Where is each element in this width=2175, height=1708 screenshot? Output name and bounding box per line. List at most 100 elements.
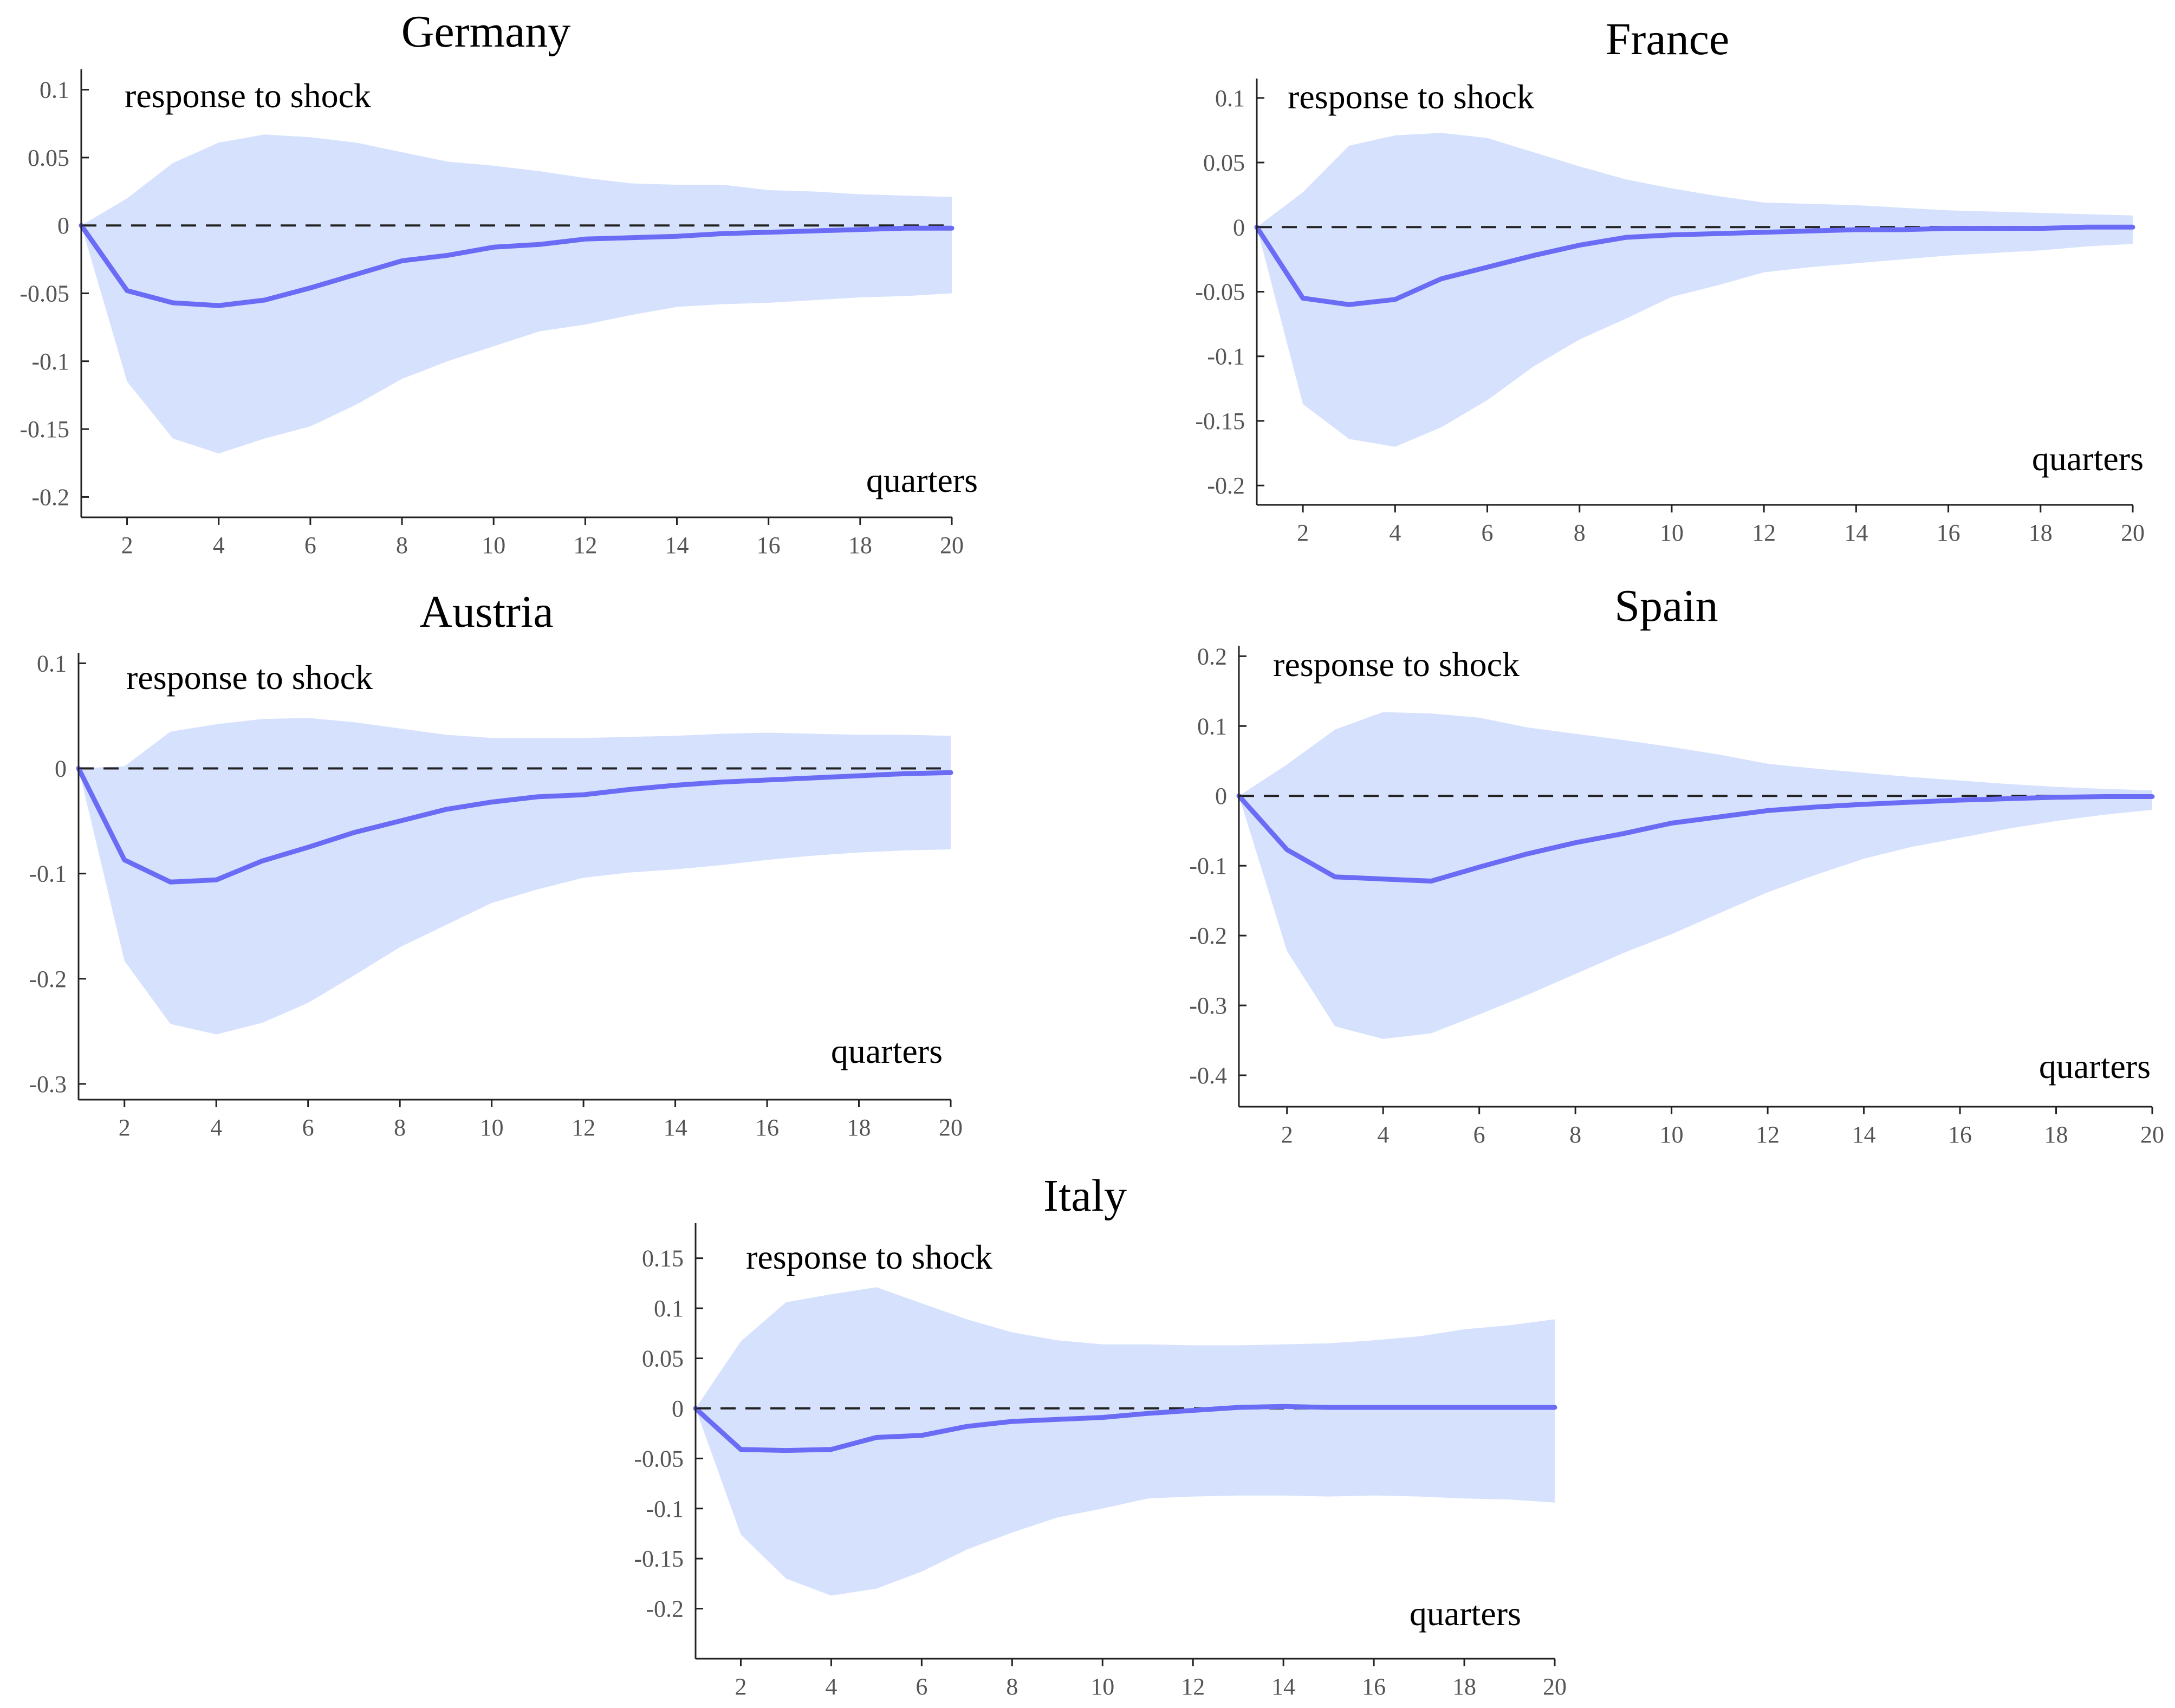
annotation-response-to-shock: response to shock [1273, 645, 1520, 684]
y-tick-label: -0.4 [1189, 1062, 1227, 1089]
annotation-response-to-shock: response to shock [1288, 77, 1534, 116]
y-tick-label: -0.05 [20, 281, 69, 307]
x-tick-label: 18 [847, 1114, 871, 1141]
y-tick-label: 0.1 [1215, 85, 1245, 112]
y-tick-label: -0.2 [31, 484, 69, 510]
response-line [79, 223, 955, 308]
response-line [1254, 224, 2135, 307]
chart-spain: 0.2 0.1 0 -0.1 -0.2 -0.3 -0.4 2 4 6 8 10 12 14 16 18 20 S… [1189, 581, 2164, 1148]
x-tick-label: 20 [2121, 519, 2145, 546]
confidence-band [696, 1287, 1555, 1596]
confidence-band [1239, 712, 2152, 1039]
y-tick-label: -0.15 [1195, 408, 1245, 434]
x-tick-label: 20 [1543, 1673, 1567, 1700]
x-tick-label: 18 [848, 532, 872, 558]
chart-title: France [1606, 14, 1730, 64]
chart-france: 0.1 0.05 0 -0.05 -0.1 -0.15 -0.2 2 4 6 8 10 12 14 16 18… [1195, 14, 2145, 546]
x-tick-label: 16 [1937, 519, 1960, 546]
annotation-response-to-shock: response to shock [126, 658, 373, 697]
response-line [693, 1404, 1557, 1453]
x-axis-label: quarters [866, 461, 978, 499]
x-tick-label: 10 [1660, 519, 1684, 546]
x-tick-label: 4 [1389, 519, 1401, 546]
x-tick-label: 12 [1756, 1121, 1780, 1148]
x-tick-label: 10 [480, 1114, 504, 1141]
x-tick-label: 16 [1362, 1673, 1386, 1700]
x-tick-label: 2 [119, 1114, 131, 1141]
x-tick-label: 2 [1297, 519, 1309, 546]
x-tick-label: 20 [2140, 1121, 2164, 1148]
chart-title: Austria [419, 587, 553, 637]
x-tick-label: 6 [1473, 1121, 1485, 1148]
x-tick-label: 6 [302, 1114, 314, 1141]
x-axis-label: quarters [2032, 439, 2144, 478]
x-tick-label: 10 [1660, 1121, 1684, 1148]
chart-germany: 0.1 0.05 0 -0.05 -0.1 -0.15 -0.2 2 4 6 8 10 12 14 16 18… [20, 7, 978, 558]
y-tick-label: 0.15 [642, 1245, 684, 1272]
y-tick-label: 0.2 [1197, 643, 1227, 670]
x-tick-label: 6 [1482, 519, 1494, 546]
y-tick-label: -0.05 [634, 1445, 684, 1472]
y-tick-label: -0.1 [1189, 853, 1227, 879]
y-tick-label: -0.3 [29, 1071, 67, 1097]
y-tick-label: 0.05 [28, 145, 69, 171]
x-tick-label: 18 [2044, 1121, 2068, 1148]
y-tick-label: -0.2 [646, 1596, 684, 1622]
annotation-response-to-shock: response to shock [746, 1238, 992, 1276]
y-tick-label: 0.1 [1197, 713, 1227, 739]
x-tick-label: 14 [1852, 1121, 1876, 1148]
y-tick-label: -0.05 [1195, 279, 1245, 306]
x-tick-label: 4 [1377, 1121, 1389, 1148]
x-axis-label: quarters [831, 1032, 943, 1070]
y-tick-label: -0.15 [20, 416, 69, 443]
x-tick-label: 12 [1752, 519, 1776, 546]
x-tick-label: 8 [396, 532, 408, 558]
x-tick-label: 18 [2029, 519, 2053, 546]
y-tick-label: -0.1 [646, 1496, 684, 1522]
x-tick-label: 14 [1271, 1673, 1295, 1700]
x-tick-label: 6 [916, 1673, 927, 1700]
x-tick-label: 14 [1844, 519, 1868, 546]
y-tick-label: -0.3 [1189, 992, 1227, 1019]
y-tick-label: -0.1 [1207, 343, 1245, 370]
annotation-response-to-shock: response to shock [125, 76, 371, 115]
y-tick-label: 0.1 [37, 650, 67, 677]
x-tick-label: 14 [665, 532, 689, 558]
y-tick-label: 0 [672, 1395, 684, 1422]
y-tick-label: 0.05 [642, 1346, 684, 1372]
y-tick-label: 0.1 [654, 1295, 684, 1322]
x-tick-label: 10 [1090, 1673, 1114, 1700]
confidence-band [81, 134, 952, 454]
x-tick-label: 16 [1948, 1121, 1972, 1148]
x-tick-label: 4 [210, 1114, 222, 1141]
x-tick-label: 14 [664, 1114, 687, 1141]
chart-title: Italy [1043, 1171, 1127, 1221]
x-tick-label: 2 [121, 532, 133, 558]
x-tick-label: 12 [572, 1114, 595, 1141]
chart-austria: 0.1 0 -0.1 -0.2 -0.3 2 4 6 8 10 12 14 16 18 20 Austria r… [29, 587, 963, 1141]
x-tick-label: 16 [755, 1114, 779, 1141]
x-tick-label: 4 [825, 1673, 837, 1700]
response-line [76, 766, 953, 885]
x-tick-label: 20 [940, 532, 964, 558]
chart-title: Germany [401, 7, 571, 57]
y-tick-label: -0.2 [1207, 472, 1245, 499]
x-tick-label: 18 [1452, 1673, 1476, 1700]
x-tick-label: 8 [1574, 519, 1586, 546]
x-tick-label: 6 [304, 532, 316, 558]
y-tick-label: 0 [57, 212, 69, 239]
x-tick-label: 4 [213, 532, 225, 558]
x-axis-label: quarters [2039, 1047, 2151, 1086]
x-tick-label: 20 [939, 1114, 963, 1141]
y-tick-label: 0 [1233, 214, 1245, 241]
y-tick-label: 0.05 [1203, 150, 1245, 176]
y-tick-label: 0 [55, 756, 67, 782]
x-tick-label: 10 [482, 532, 505, 558]
x-tick-label: 12 [573, 532, 597, 558]
x-tick-label: 8 [1006, 1673, 1018, 1700]
y-tick-label: -0.2 [29, 966, 67, 992]
x-tick-label: 8 [1569, 1121, 1581, 1148]
x-tick-label: 8 [394, 1114, 406, 1141]
y-tick-label: 0 [1215, 783, 1227, 809]
